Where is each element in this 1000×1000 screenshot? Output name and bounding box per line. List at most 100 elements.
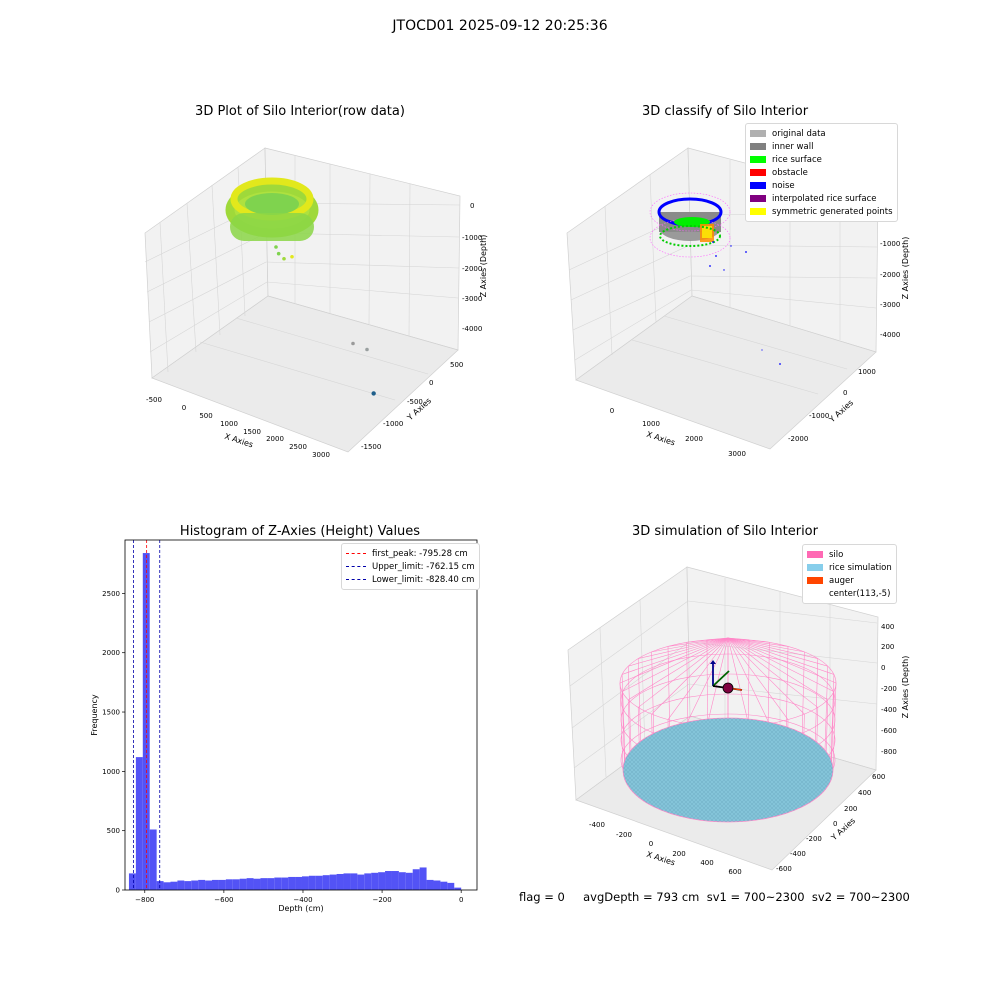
legend-swatch <box>346 566 366 567</box>
histogram-bar <box>405 872 413 890</box>
silo-wire-line <box>619 682 624 771</box>
legend-item: original data <box>750 127 893 140</box>
histogram-bar <box>371 872 379 890</box>
legend-swatch <box>807 577 823 584</box>
depth-histogram: −800 −600 −400 −200 0 0 500 1000 1500 2000 2500 D… <box>90 539 478 913</box>
x-tick: -400 <box>589 821 605 829</box>
histogram-bar <box>246 878 254 890</box>
histogram-bar <box>398 872 406 890</box>
legend-item: silo <box>807 548 892 561</box>
silo-roof-line <box>621 637 729 675</box>
status-footer: flag = 0 avgDepth = 793 cm sv1 = 700~230… <box>519 890 910 904</box>
legend-label: Lower_limit: -828.40 cm <box>372 574 475 585</box>
simulation-3d-plot: -400 -200 0 200 400 600 600 400 200 0 -2… <box>567 566 910 876</box>
histogram-bar <box>308 875 316 890</box>
histogram-bar <box>218 879 226 890</box>
legend-item: auger <box>807 574 892 587</box>
legend-swatch <box>750 182 766 189</box>
legend-item: symmetric generated points <box>750 205 893 218</box>
outlier-point <box>282 256 286 261</box>
z-tick: -2000 <box>462 265 482 273</box>
silo-wire-line <box>786 646 789 727</box>
silo-roof-line <box>727 637 835 675</box>
legend-item: center(113,-5) <box>807 587 892 600</box>
x-tick: 400 <box>700 859 713 867</box>
x-tick: 3000 <box>728 450 746 458</box>
z-tick: 0 <box>881 664 885 672</box>
histogram-bar <box>281 877 289 890</box>
outlier-point <box>290 254 294 259</box>
histogram-bar <box>426 879 434 890</box>
x-tick: 0 <box>610 407 614 415</box>
silo-roof-line <box>628 637 729 701</box>
legend-swatch <box>750 208 766 215</box>
silo-wire-line <box>621 674 626 760</box>
legend-swatch <box>346 553 366 554</box>
z-axis-label: Z Axies (Depth) <box>479 235 488 298</box>
legend-item: Lower_limit: -828.40 cm <box>346 573 475 586</box>
legend-swatch <box>346 579 366 580</box>
histogram-bar <box>288 876 296 890</box>
legend-item: obstacle <box>750 166 893 179</box>
legend-swatch <box>750 195 766 202</box>
z-tick: -1000 <box>462 234 482 242</box>
legend-swatch <box>750 130 766 137</box>
y-tick: -2000 <box>788 435 808 443</box>
histogram-bar <box>191 880 199 890</box>
legend-label: first_peak: -795.28 cm <box>372 548 468 559</box>
y-tick: -400 <box>790 850 806 858</box>
legend-label: rice simulation <box>829 562 892 573</box>
silo-wire-line <box>824 666 829 751</box>
silo-roof-line <box>727 637 828 701</box>
legend-label: noise <box>772 180 795 191</box>
histogram-bar <box>177 880 185 890</box>
legend-item: noise <box>750 179 893 192</box>
histogram-bar <box>232 879 240 890</box>
histogram-bar <box>322 875 330 890</box>
x-tick: 2000 <box>266 435 284 443</box>
legend-item: rice simulation <box>807 561 892 574</box>
silo-roof-line <box>619 637 729 684</box>
y-axis-label: Frequency <box>90 694 99 736</box>
y-tick: -1000 <box>809 412 829 420</box>
silo-roof-line <box>727 637 789 720</box>
y-tick: 500 <box>450 361 463 369</box>
x-tick: 500 <box>199 412 212 420</box>
z-tick: 200 <box>881 643 894 651</box>
x-tick-label: −600 <box>214 896 233 904</box>
outlier-points <box>274 245 376 396</box>
x-tick: 1500 <box>243 428 261 436</box>
histogram-bar <box>253 878 261 890</box>
silo-roof-line <box>727 637 805 653</box>
legend-label: auger <box>829 575 854 586</box>
legend-label: obstacle <box>772 167 808 178</box>
histogram-bar <box>329 874 337 890</box>
legend-swatch <box>750 143 766 150</box>
x-tick: 0 <box>182 404 186 412</box>
histogram-bar <box>149 829 157 890</box>
y-tick: -1000 <box>383 420 403 428</box>
y-tick-label: 2000 <box>102 649 120 657</box>
x-tick-label: −400 <box>293 896 312 904</box>
y-tick: -500 <box>407 398 423 406</box>
x-tick: 3000 <box>312 451 330 459</box>
silo-wire-line <box>637 658 641 742</box>
y-ticks: 0 500 1000 1500 2000 2500 <box>102 590 125 895</box>
x-tick: 1000 <box>642 420 660 428</box>
y-tick-label: 0 <box>116 887 120 895</box>
outlier-point <box>274 245 278 249</box>
rice-ring-points <box>225 177 319 241</box>
panel3-title: Histogram of Z-Axies (Height) Values <box>179 524 421 539</box>
outlier-point <box>276 251 281 256</box>
histogram-bar <box>170 881 178 890</box>
legend-swatch <box>807 590 823 597</box>
histogram-bar <box>343 873 351 890</box>
y-tick: -1500 <box>361 443 381 451</box>
z-tick: -600 <box>881 727 897 735</box>
histogram-bar <box>419 867 427 890</box>
histogram-bar <box>385 871 392 890</box>
histogram-bar <box>315 875 323 890</box>
x-tick: 0 <box>649 840 653 848</box>
histogram-bar <box>135 757 143 890</box>
z-tick: -1000 <box>880 240 900 248</box>
